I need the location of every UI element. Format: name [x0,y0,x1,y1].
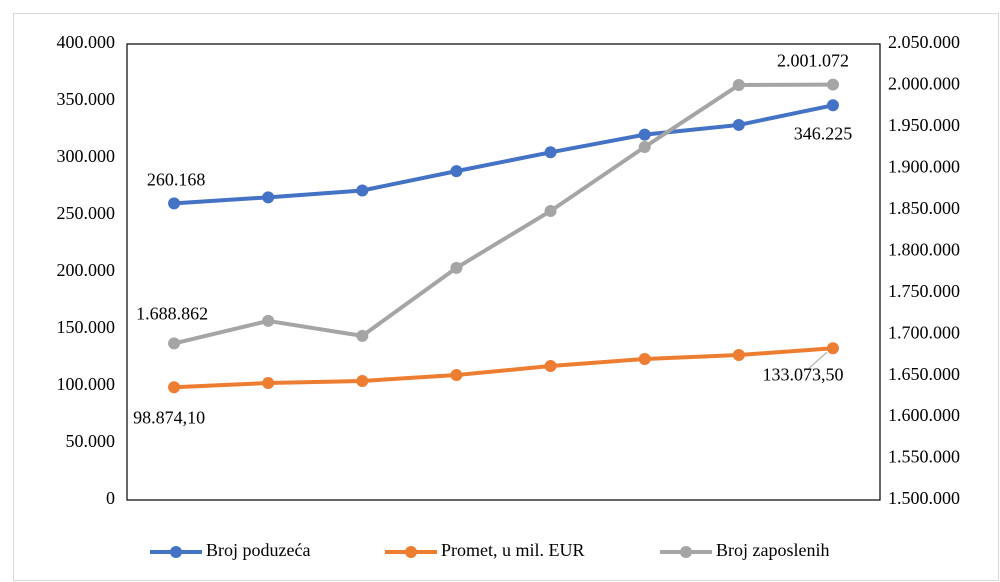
data-label: 346.225 [794,123,853,143]
y-tick-label: 200.000 [57,260,116,280]
series-point [826,342,839,355]
y2-tick-label: 1.700.000 [888,322,960,342]
legend-label: Broj poduzeća [206,540,310,560]
series-point [544,360,557,373]
series-line [173,346,834,390]
series-point [262,191,275,204]
y2-tick-label: 1.650.000 [888,364,960,384]
series-point [356,329,369,342]
y2-tick-label: 1.600.000 [888,405,960,425]
y2-tick-label: 2.050.000 [888,32,960,52]
series-point [826,78,839,91]
y2-tick-label: 2.000.000 [888,74,960,94]
y-tick-label: 150.000 [57,317,116,337]
series-point [168,381,181,394]
legend-label: Promet, u mil. EUR [441,540,585,560]
series-point [732,79,745,92]
series-point [732,348,745,361]
series-point [638,128,651,141]
legend-label: Broj zaposlenih [716,540,829,560]
leader-line [808,351,828,369]
y-tick-label: 50.000 [66,431,116,451]
y-tick-label: 300.000 [57,146,116,166]
series-point [638,352,651,365]
series-point [356,184,369,197]
y2-tick-label: 1.750.000 [888,281,960,301]
data-label: 98.874,10 [133,407,205,427]
data-label: 1.688.862 [136,304,208,324]
series-point [450,261,463,274]
series-line [173,103,834,206]
series-point [450,165,463,178]
series-point [450,369,463,382]
series-point [168,337,181,350]
y2-tick-label: 1.550.000 [888,447,960,467]
data-label: 2.001.072 [777,51,849,71]
legend-swatch-dot [170,546,182,558]
series-line [173,82,833,346]
legend-swatch-dot [680,546,692,558]
plot-area [126,43,881,501]
y2-tick-label: 1.900.000 [888,156,960,176]
series-point [732,118,745,131]
series-point [262,314,275,327]
series-point [356,374,369,387]
data-label: 260.168 [147,170,206,190]
y-tick-label: 250.000 [57,203,116,223]
y2-tick-label: 1.850.000 [888,198,960,218]
chart-frame [13,13,999,581]
series-point [262,377,275,390]
y-tick-label: 100.000 [57,374,116,394]
y-tick-label: 0 [106,488,115,508]
y-tick-label: 350.000 [57,89,116,109]
series-point [638,140,651,153]
series-point [544,204,557,217]
series-point [544,146,557,159]
legend-swatch-dot [405,546,417,558]
y2-tick-label: 1.950.000 [888,115,960,135]
data-label: 133.073,50 [762,364,843,384]
y2-tick-label: 1.800.000 [888,239,960,259]
y-tick-label: 400.000 [57,32,116,52]
y2-tick-label: 1.500.000 [888,488,960,508]
series-point [826,99,839,112]
series-point [168,197,181,210]
